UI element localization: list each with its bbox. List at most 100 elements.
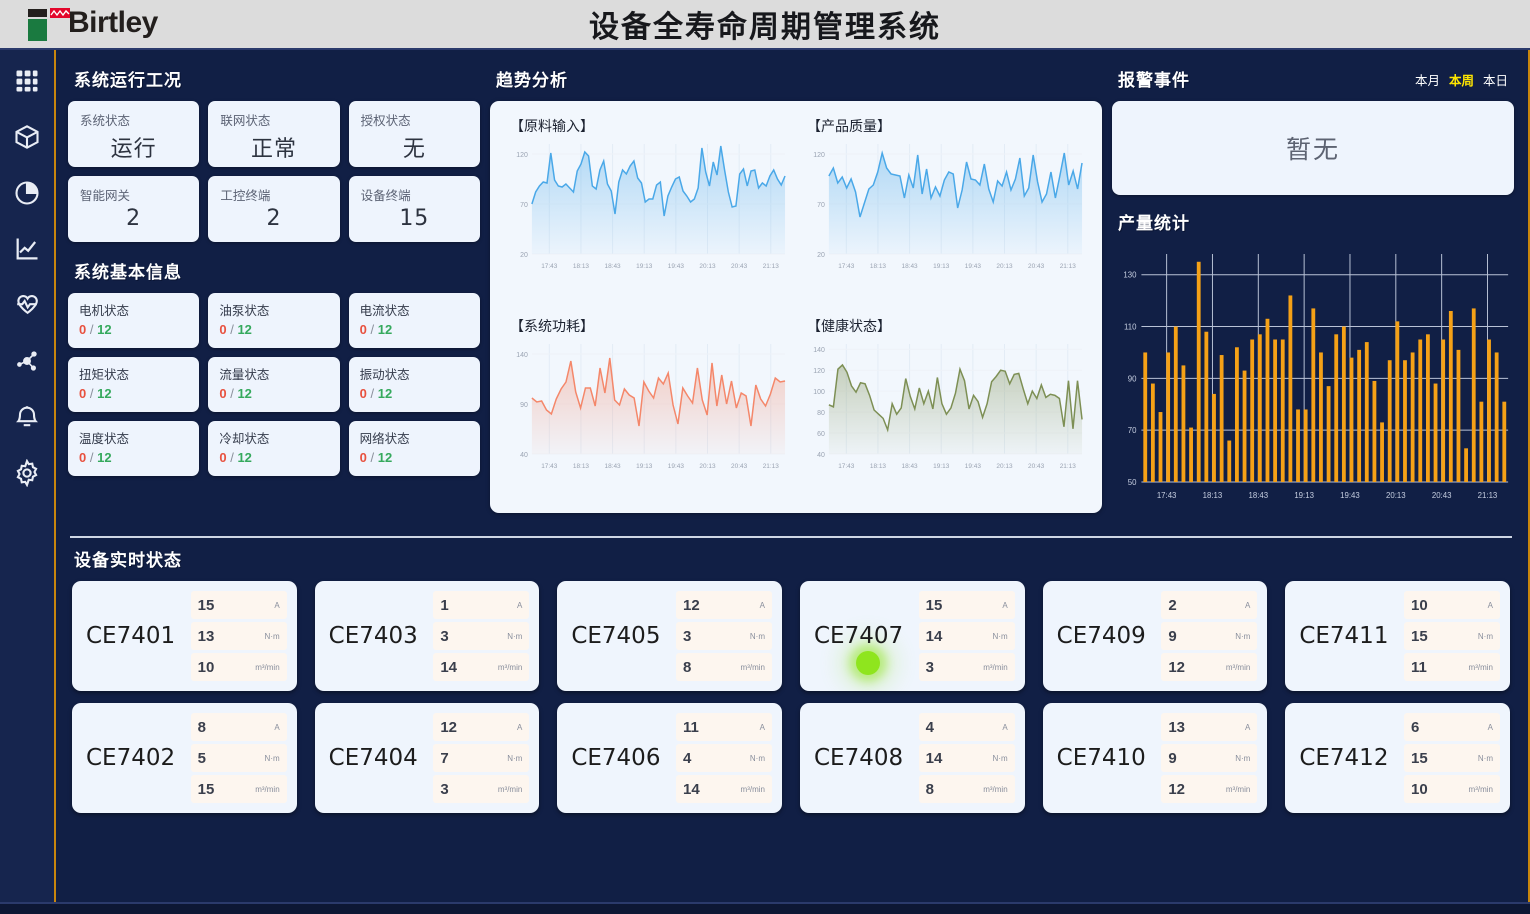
sidebar-item-settings[interactable]: [10, 456, 44, 490]
production-bar: [1387, 360, 1392, 482]
alarm-list-panel: 暂无: [1112, 101, 1514, 195]
device-card[interactable]: CE7401 15 A 13 N·m 10 m³/min: [72, 581, 297, 691]
x-axis-tick-label: 20:43: [731, 462, 748, 469]
trend-mini-chart: 【产品质量】 20 70 120 17:43 18:13 18:43 19:13 19:43 20…: [797, 110, 1092, 308]
y-axis-tick-label: 40: [817, 451, 825, 458]
device-card[interactable]: CE7409 2 A 9 N·m 12 m³/min: [1042, 581, 1268, 691]
x-axis-tick-label: 18:13: [573, 263, 590, 270]
sidebar-item-dashboard[interactable]: [10, 64, 44, 98]
info-separator: /: [89, 322, 94, 337]
x-axis-tick-label: 18:13: [573, 462, 590, 469]
x-axis-tick-label: 20:13: [996, 462, 1013, 469]
logo-mark-icon: [26, 6, 70, 44]
info-tile: 油泵状态 0 / 12: [208, 293, 340, 348]
device-metric-unit: N·m: [1477, 631, 1493, 641]
basic-info-title: 系统基本信息: [74, 263, 182, 283]
y-axis-tick-label: 140: [516, 351, 528, 358]
device-metric-unit: N·m: [1477, 753, 1493, 763]
info-separator: /: [89, 386, 94, 401]
device-card[interactable]: CE7406 11 A 4 N·m 14 m³/min: [557, 703, 782, 813]
basic-info-grid: 电机状态 0 / 12 油泵状态 0 / 12 电流状态 0 / 12 扭矩状态 0 / 12…: [68, 293, 480, 476]
sidebar-item-network[interactable]: [10, 344, 44, 378]
device-metric-unit: m³/min: [497, 662, 523, 672]
x-axis-tick-label: 17:43: [541, 263, 558, 270]
alarm-range-tab[interactable]: 本周: [1448, 73, 1474, 88]
device-metric-unit: m³/min: [983, 662, 1008, 672]
device-metric-value: 14: [925, 749, 943, 767]
x-axis-tick-label: 19:13: [933, 263, 950, 270]
device-name: CE7408: [814, 745, 904, 771]
trend-title: 趋势分析: [496, 71, 568, 91]
info-bad-count: 0: [219, 386, 227, 401]
bell-icon: [13, 403, 41, 431]
info-tile-label: 电机状态: [79, 304, 130, 318]
device-card[interactable]: CE7408 4 A 14 N·m 8 m³/min: [800, 703, 1025, 813]
production-bar: [1296, 409, 1300, 482]
y-axis-tick-label: 110: [1124, 322, 1137, 331]
info-separator: /: [370, 322, 375, 337]
info-tile: 电流状态 0 / 12: [348, 293, 480, 348]
info-good-count: 12: [237, 322, 252, 337]
device-metrics: 13 A 9 N·m 12 m³/min: [1161, 713, 1258, 803]
device-card[interactable]: CE7404 12 A 7 N·m 3 m³/min: [314, 703, 540, 813]
device-name: CE7401: [86, 623, 176, 649]
trend-area-fill: [828, 153, 1083, 254]
production-bar: [1250, 339, 1255, 482]
device-card[interactable]: CE7410 13 A 9 N·m 12 m³/min: [1042, 703, 1268, 813]
sidebar-item-assets[interactable]: [10, 120, 44, 154]
device-metrics: 12 A 3 N·m 8 m³/min: [676, 591, 772, 681]
device-metric-unit: A: [1487, 722, 1493, 732]
sidebar-item-statistics[interactable]: [10, 176, 44, 210]
network-node-icon: [13, 347, 41, 375]
alarm-range-tab[interactable]: 本月: [1414, 73, 1440, 88]
device-metric-value: 15: [197, 780, 215, 798]
info-tile: 电机状态 0 / 12: [68, 293, 200, 348]
sidebar-item-trends[interactable]: [10, 232, 44, 266]
device-card[interactable]: CE7403 1 A 3 N·m 14 m³/min: [314, 581, 540, 691]
device-card[interactable]: CE7407 15 A 14 N·m 3 m³/min: [800, 581, 1025, 691]
device-metric: 10 A: [1404, 591, 1500, 619]
device-metrics: 15 A 13 N·m 10 m³/min: [190, 591, 287, 681]
device-card[interactable]: CE7412 6 A 15 N·m 10 m³/min: [1285, 703, 1510, 813]
status-tile-label: 智能网关: [80, 189, 131, 203]
x-axis-tick-label: 19:13: [1294, 491, 1314, 500]
sidebar-item-alarms[interactable]: [10, 400, 44, 434]
x-axis-tick-label: 19:13: [933, 462, 950, 469]
alarm-range-tab[interactable]: 本日: [1482, 73, 1508, 88]
y-axis-tick-label: 80: [817, 410, 825, 417]
x-axis-tick-label: 19:43: [668, 462, 685, 469]
device-metric-value: 8: [683, 658, 692, 676]
device-metric-value: 15: [1411, 749, 1428, 767]
production-bar: [1173, 326, 1178, 482]
sidebar-item-health[interactable]: [10, 288, 44, 322]
production-bar: [1357, 349, 1362, 482]
trend-mini-chart-title: 【原料输入】: [510, 119, 594, 135]
device-metrics: 11 A 4 N·m 14 m³/min: [676, 713, 772, 803]
info-tile-value: 0 / 12: [360, 450, 469, 465]
device-metric-unit: m³/min: [1468, 662, 1493, 672]
device-metric-value: 1: [440, 596, 449, 614]
device-metric-unit: m³/min: [740, 784, 765, 794]
device-card[interactable]: CE7411 10 A 15 N·m 11 m³/min: [1285, 581, 1510, 691]
info-good-count: 12: [97, 386, 112, 401]
info-separator: /: [230, 450, 234, 465]
info-bad-count: 0: [359, 386, 367, 401]
info-separator: /: [230, 386, 234, 401]
device-metric: 3 m³/min: [433, 775, 530, 803]
y-axis-tick-label: 140: [813, 347, 825, 354]
device-metric-unit: A: [1244, 600, 1251, 610]
device-metric-value: 2: [1168, 596, 1177, 614]
brand-name: Birtley: [68, 6, 158, 39]
info-bad-count: 0: [219, 450, 227, 465]
device-card[interactable]: CE7402 8 A 5 N·m 15 m³/min: [72, 703, 297, 813]
trend-mini-chart-title: 【健康状态】: [807, 318, 891, 335]
device-card[interactable]: CE7405 12 A 3 N·m 8 m³/min: [557, 581, 782, 691]
heartbeat-icon: [13, 291, 41, 319]
status-tile-value: 运行: [110, 137, 157, 162]
x-axis-tick-label: 17:43: [1157, 491, 1177, 500]
device-metric: 12 m³/min: [1161, 775, 1258, 803]
trend-area-fill: [828, 364, 1083, 454]
